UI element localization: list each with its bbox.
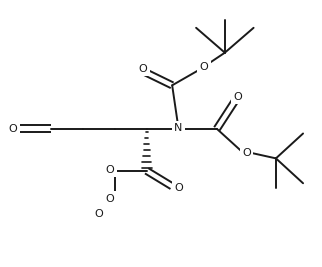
Text: O: O [9,124,18,134]
Text: O: O [106,194,114,204]
Text: O: O [233,92,242,102]
Text: O: O [138,64,147,74]
Text: O: O [242,148,251,158]
Text: N: N [175,123,183,133]
Text: O: O [94,209,103,219]
Text: O: O [200,62,208,72]
Text: O: O [106,164,114,175]
Text: O: O [175,183,184,193]
